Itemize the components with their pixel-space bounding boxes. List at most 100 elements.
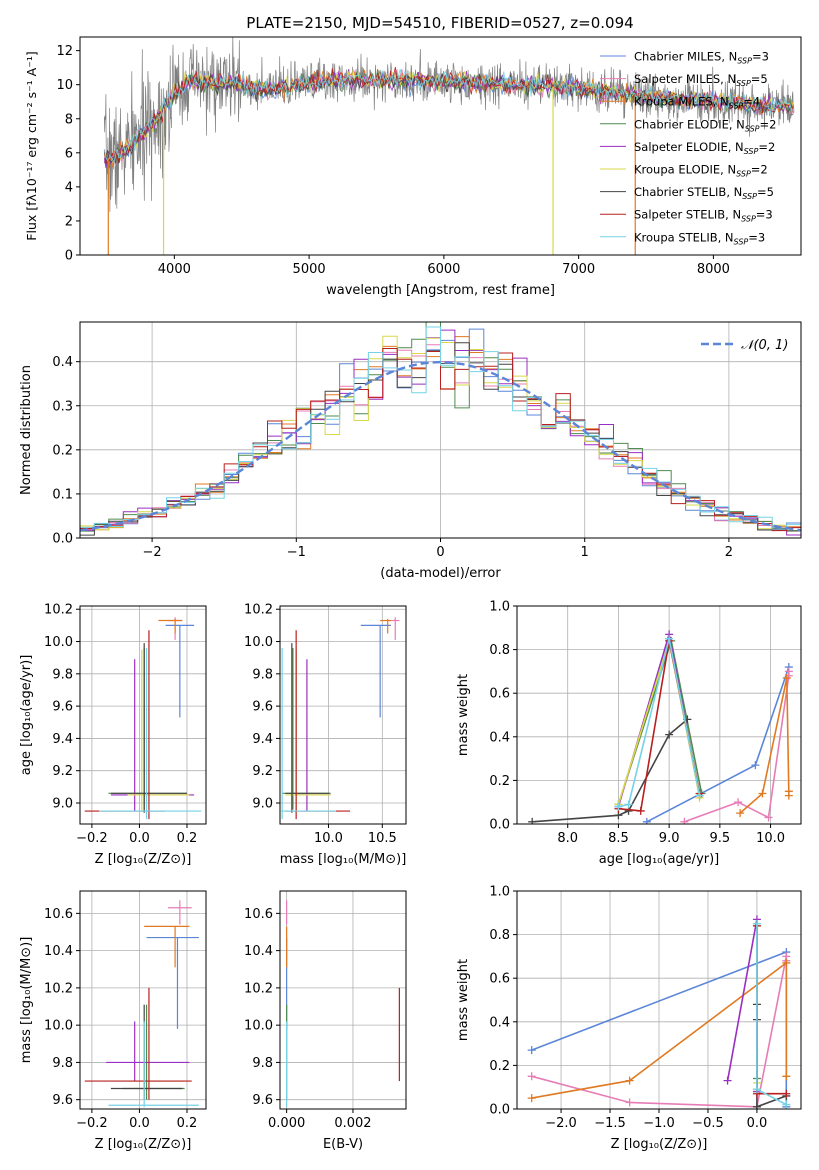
weight-marker: [527, 1072, 536, 1081]
legend-subscript: SSP: [745, 124, 760, 133]
mass-vs-ebv-panel: 0.000 0.002 9.6 9.8 10.0 10.2 10.4 10.6 E(B-V): [244, 890, 407, 1152]
legend-entry: Chabrier ELODIE, NSSP=2: [634, 117, 776, 133]
x-tick-label: −0.5: [692, 1116, 724, 1131]
x-tick-label: −0.2: [76, 831, 108, 846]
y-tick-label: 6: [65, 146, 73, 161]
y-tick-label: 0.4: [52, 355, 73, 370]
y-tick-label: 2: [65, 214, 73, 229]
x-tick-label: −0.2: [76, 1116, 108, 1131]
grid: [80, 606, 206, 824]
weight-marker: [680, 817, 689, 824]
axes-frame: [79, 36, 802, 256]
y-tick-label: 9.6: [252, 700, 273, 715]
weight-marker: [734, 798, 743, 807]
weight-marker: [695, 791, 704, 800]
axes-frame: [516, 890, 802, 1110]
model-line-red: [103, 66, 794, 166]
y-tick-label: 9.2: [52, 764, 73, 779]
x-tick-label: 0.2: [177, 831, 198, 846]
y-tick-label: 9.4: [52, 732, 73, 747]
weight-line-cyan: [618, 638, 701, 808]
legend-text: Kroupa ELODIE, N: [634, 163, 736, 177]
legend-text: Chabrier ELODIE, N: [634, 117, 745, 131]
legend-entry: Chabrier MILES, NSSP=3: [634, 50, 769, 66]
axes: −2.0 −1.5 −1.0 −0.5 0.0 0.0 0.2 0.4 0.6 0.8 1.0 Z […: [456, 885, 802, 1152]
legend-entry: Kroupa ELODIE, NSSP=2: [634, 163, 768, 179]
axes-frame: [79, 890, 207, 1110]
axes: 0.000 0.002 9.6 9.8 10.0 10.2 10.4 10.6 E(B-V): [244, 890, 407, 1152]
plot-area: [103, 37, 795, 255]
x-tick-label: −1.5: [594, 1116, 626, 1131]
x-tick-label: 10.5: [368, 831, 397, 846]
plot-area: [80, 322, 801, 538]
weight-marker: [527, 1046, 536, 1055]
model-line-cyan: [103, 69, 794, 164]
legend-entry: Salpeter MILES, NSSP=5: [634, 72, 768, 88]
weight-line-orange: [739, 677, 790, 814]
axes: 8.0 8.5 9.0 9.5 10.0 0.0 0.2 0.4 0.6 0.8 1.0 age [l…: [456, 600, 802, 867]
y-tick-label: 12: [56, 44, 73, 59]
x-tick-label: 0.0: [129, 1116, 150, 1131]
weight-marker: [736, 809, 745, 818]
weight-marker: [758, 789, 767, 798]
y-tick-label: 0.3: [52, 399, 73, 414]
x-tick-label: 4000: [158, 262, 191, 277]
x-axis-label: age [log₁₀(age/yr)]: [599, 852, 720, 867]
legend-subscript: SSP: [741, 215, 756, 224]
y-axis-label: Flux [fλ10⁻¹⁷ erg cm⁻² s⁻¹ A⁻¹]: [24, 51, 39, 240]
weight-marker: [624, 800, 633, 809]
y-tick-label: 0.8: [489, 643, 510, 658]
y-tick-label: 0.0: [52, 532, 73, 547]
y-tick-label: 9.0: [252, 797, 273, 812]
y-tick-label: 0.2: [52, 443, 73, 458]
weight-marker: [527, 1094, 536, 1103]
axes-frame: [516, 605, 802, 825]
mass-vs-metallicity-panel: −0.2 0.0 0.2 9.6 9.8 10.0 10.2 10.4 10.6 Z [log₁₀…: [19, 890, 207, 1152]
weight-marker: [625, 1076, 634, 1085]
x-tick-label: 8000: [697, 262, 730, 277]
legend-subscript: SSP: [742, 192, 757, 201]
x-tick-label: 0.000: [268, 1116, 305, 1131]
legend-entry: Kroupa STELIB, NSSP=3: [634, 230, 765, 246]
y-tick-label: 0.8: [489, 928, 510, 943]
legend-value: =3: [748, 230, 765, 244]
y-tick-label: 10.0: [244, 635, 273, 650]
legend-value: =3: [752, 50, 769, 64]
y-tick-label: 0.6: [489, 972, 510, 987]
y-tick-label: 10: [56, 78, 73, 93]
plot-area: [281, 617, 400, 820]
y-axis-label: mass weight: [456, 674, 471, 756]
legend-entry: Kroupa MILES, NSSP=4: [634, 95, 760, 111]
axes: −2 −1 0 1 2 0.0 0.1 0.2 0.3 0.4 (data-model)/error…: [19, 321, 802, 581]
y-tick-label: 10.2: [244, 603, 273, 618]
legend-subscript: SSP: [744, 147, 759, 156]
weight-vs-age-panel: 8.0 8.5 9.0 9.5 10.0 0.0 0.2 0.4 0.6 0.8 1.0 age [l…: [456, 600, 802, 867]
age-vs-metallicity-panel: −0.2 0.0 0.2 9.0 9.2 9.4 9.6 9.8 10.0 10.2 Z [log₁…: [19, 603, 207, 867]
x-tick-label: 5000: [293, 262, 326, 277]
weight-marker: [751, 761, 760, 770]
y-tick-label: 0: [65, 249, 73, 264]
x-tick-label: 0.0: [129, 831, 150, 846]
histogram-cyan: [80, 326, 801, 538]
x-axis-label: (data-model)/error: [380, 566, 501, 581]
y-axis-label: Normed distribution: [19, 365, 34, 495]
y-tick-label: 0.4: [489, 1015, 510, 1030]
weight-marker: [782, 1072, 791, 1081]
y-tick-label: 9.6: [52, 700, 73, 715]
x-tick-label: 10.0: [756, 831, 785, 846]
weight-line-cyan: [756, 923, 787, 1106]
legend-value: =5: [751, 72, 768, 86]
grid: [517, 605, 801, 825]
y-tick-label: 10.2: [44, 981, 73, 996]
legend-value: =5: [757, 185, 774, 199]
y-tick-label: 1.0: [489, 885, 510, 900]
x-tick-label: 9.5: [710, 831, 731, 846]
weight-marker: [665, 730, 674, 739]
legend-text: Salpeter STELIB, N: [634, 208, 741, 222]
weight-marker: [764, 813, 773, 822]
axes: 4000 5000 6000 7000 8000 0 2 4 6 8 10 12 wavelength …: [24, 36, 802, 298]
y-tick-label: 10.6: [244, 907, 273, 922]
legend-label: 𝒩(0, 1): [741, 338, 788, 353]
y-tick-label: 8: [65, 112, 73, 127]
weight-marker: [782, 958, 791, 967]
